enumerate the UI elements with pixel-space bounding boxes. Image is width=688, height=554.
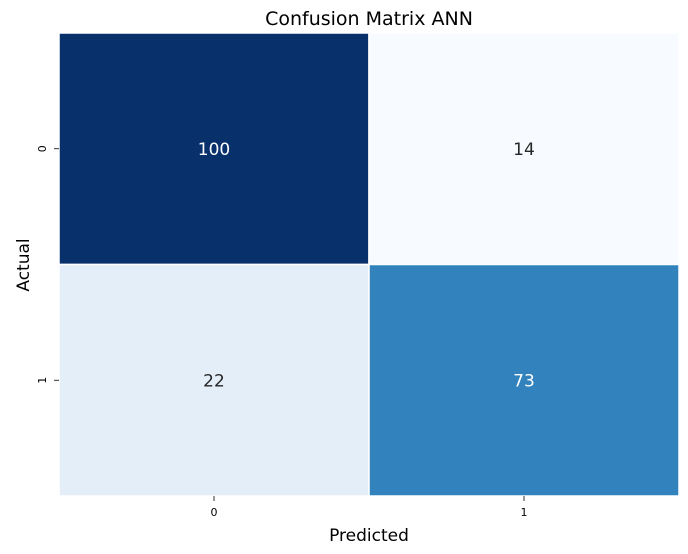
cell-value-label: 22 [203,371,225,391]
chart-title: Confusion Matrix ANN [265,8,473,30]
y-tick-label: 0 [36,145,49,152]
x-tick-label: 1 [521,506,528,519]
y-axis: 01 [36,145,59,384]
heatmap-cell-1-1 [368,263,680,497]
cell-value-label: 100 [198,140,230,160]
y-axis-label: Actual [14,238,34,291]
heatmap-cell-0-0 [58,32,370,266]
cell-value-label: 14 [513,140,535,160]
x-tick-label: 0 [211,506,218,519]
heatmap-cell-0-1 [368,32,680,266]
heatmap-cell-1-0 [58,263,370,497]
y-tick-label: 1 [36,377,49,384]
x-axis-label: Predicted [329,526,409,546]
heatmap-cells: 100 14 22 73 [58,32,680,497]
cell-value-label: 73 [513,371,535,391]
